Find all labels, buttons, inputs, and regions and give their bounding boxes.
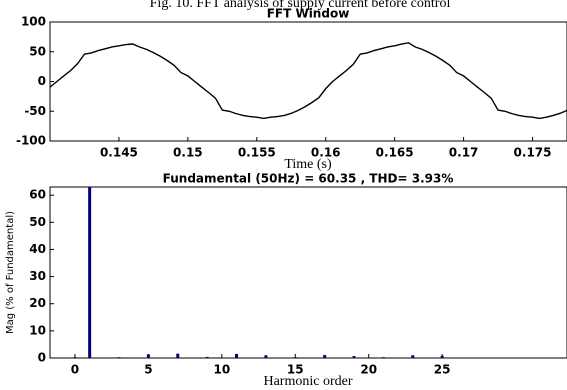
y-tick-label: 40 (29, 242, 46, 256)
x-tick-label: 0.175 (514, 146, 552, 160)
bar (88, 187, 92, 358)
x-tick-label: 10 (213, 363, 230, 377)
x-axis-label: Time (s) (284, 157, 332, 172)
y-tick-label: 30 (29, 269, 46, 283)
bar (455, 357, 459, 358)
y-tick-label: 60 (29, 188, 46, 202)
bar (146, 354, 150, 358)
bar (132, 357, 136, 358)
x-tick-label: 5 (144, 363, 152, 377)
x-tick-label: 0.155 (238, 146, 276, 160)
bar (337, 357, 341, 358)
x-tick-label: 15 (287, 363, 304, 377)
y-tick-label: -50 (24, 104, 46, 118)
bar (381, 357, 385, 358)
bar (102, 357, 106, 358)
bar (117, 357, 121, 358)
bar (190, 357, 194, 358)
x-tick-label: 25 (434, 363, 451, 377)
bar (367, 357, 371, 358)
x-tick-label: 20 (360, 363, 377, 377)
y-tick-label: 20 (29, 296, 46, 310)
bar (293, 357, 297, 358)
x-tick-label: 0.145 (100, 146, 138, 160)
caption: Fig. 10. FFT analysis of supply current … (150, 0, 451, 11)
x-tick-label: 0 (71, 363, 79, 377)
bar (264, 355, 268, 358)
bar (323, 355, 327, 358)
y-tick-label: 50 (29, 215, 46, 229)
chart-title: Fundamental (50Hz) = 60.35 , THD= 3.93% (163, 172, 454, 186)
y-tick-label: -100 (16, 134, 46, 148)
bar (440, 355, 444, 358)
bar (396, 357, 400, 358)
y-tick-label: 50 (29, 44, 46, 58)
bar (176, 353, 180, 358)
bar (411, 355, 415, 358)
bar (279, 357, 283, 358)
x-tick-label: 0.15 (173, 146, 203, 160)
plot-area (49, 21, 567, 142)
bar (249, 357, 253, 358)
x-tick-label: 0.165 (376, 146, 414, 160)
y-tick-label: 10 (29, 323, 46, 337)
bar (161, 357, 165, 358)
y-tick-label: 100 (21, 15, 46, 29)
chart-title: FFT Window (267, 7, 350, 21)
y-tick-label: 0 (38, 351, 46, 365)
bar (73, 357, 77, 358)
bar (352, 356, 356, 358)
bar (425, 357, 429, 358)
x-tick-label: 0.17 (449, 146, 479, 160)
bar (205, 356, 209, 358)
bar (220, 357, 224, 358)
plot-area (49, 186, 567, 359)
line-series (50, 42, 567, 120)
y-axis-label: Mag (% of Fundamental) (5, 211, 16, 334)
bar (235, 353, 239, 358)
bar (308, 357, 312, 358)
x-axis-label: Harmonic order (263, 374, 352, 389)
y-tick-label: 0 (38, 74, 46, 88)
x-tick-label: 0.16 (311, 146, 341, 160)
